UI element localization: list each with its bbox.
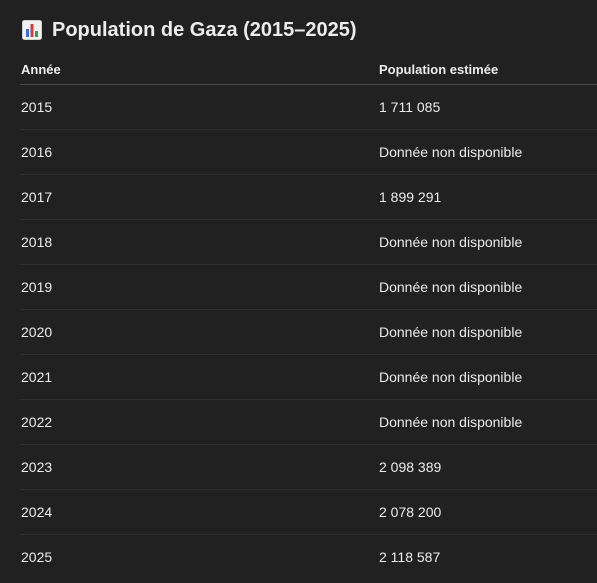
cell-year: 2023 xyxy=(21,459,53,475)
table-row: 2022 Donnée non disponible xyxy=(20,400,597,445)
cell-year: 2018 xyxy=(21,234,53,250)
cell-year: 2025 xyxy=(21,549,53,565)
table-row: 2017 1 899 291 xyxy=(20,175,597,220)
table-row: 2021 Donnée non disponible xyxy=(20,355,597,400)
table-row: 2016 Donnée non disponible xyxy=(20,130,597,175)
cell-year: 2021 xyxy=(21,369,53,385)
cell-population: 2 118 587 xyxy=(379,549,441,565)
cell-year: 2017 xyxy=(21,189,53,205)
table-header: Année Population estimée xyxy=(20,54,597,85)
cell-population: Donnée non disponible xyxy=(379,324,523,340)
table-row: 2023 2 098 389 xyxy=(20,445,597,490)
table-row: 2024 2 078 200 xyxy=(20,490,597,535)
cell-year: 2022 xyxy=(21,414,53,430)
cell-year: 2020 xyxy=(21,324,53,340)
page-title: Population de Gaza (2015–2025) xyxy=(52,18,357,41)
cell-population: Donnée non disponible xyxy=(379,279,523,295)
cell-population: Donnée non disponible xyxy=(379,369,523,385)
cell-population: Donnée non disponible xyxy=(379,414,523,430)
cell-population: 1 711 085 xyxy=(379,99,441,115)
cell-year: 2016 xyxy=(21,144,53,160)
cell-population: Donnée non disponible xyxy=(379,144,523,160)
bar-chart-icon xyxy=(22,20,42,40)
cell-population: 2 098 389 xyxy=(379,459,442,475)
table-row: 2025 2 118 587 xyxy=(20,535,597,579)
column-header-population: Population estimée xyxy=(379,61,499,77)
table-body: 2015 1 711 085 2016 Donnée non disponible 20… xyxy=(20,85,597,579)
cell-year: 2024 xyxy=(21,504,53,520)
title-row: Population de Gaza (2015–2025) xyxy=(22,16,357,44)
cell-population: Donnée non disponible xyxy=(379,234,523,250)
cell-population: 2 078 200 xyxy=(379,504,442,520)
column-header-year: Année xyxy=(21,61,61,77)
population-table: Année Population estimée 2015 1 711 085 20… xyxy=(20,54,597,579)
table-row: 2019 Donnée non disponible xyxy=(20,265,597,310)
table-row: 2018 Donnée non disponible xyxy=(20,220,597,265)
cell-year: 2015 xyxy=(21,99,53,115)
table-row: 2015 1 711 085 xyxy=(20,85,597,130)
table-row: 2020 Donnée non disponible xyxy=(20,310,597,355)
cell-year: 2019 xyxy=(21,279,53,295)
cell-population: 1 899 291 xyxy=(379,189,442,205)
